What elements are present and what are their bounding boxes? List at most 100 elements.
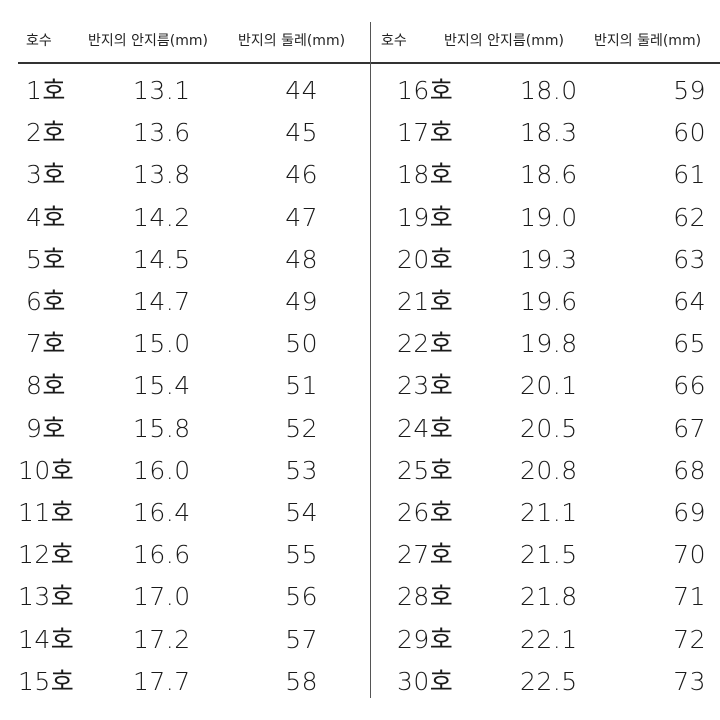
circumference-cell: 65 [673, 329, 706, 359]
table-row: 18호 18.6 61 [371, 155, 720, 195]
diameter-cell: 21.8 [520, 582, 578, 612]
circumference-cell: 58 [285, 666, 318, 696]
circumference-cell: 71 [673, 582, 706, 612]
table-row: 20호 19.3 63 [371, 240, 720, 280]
diameter-cell: 19.6 [520, 287, 578, 316]
ring-size-table-left: 호수 반지의 안지름(mm) 반지의 둘레(mm) 1호 13.1 44 2호 13.6… [0, 33, 370, 696]
circumference-cell: 52 [285, 413, 318, 443]
diameter-cell: 14.5 [133, 244, 191, 274]
table-row: 7호 15.0 50 [0, 324, 370, 364]
table-row: 6호 14.7 49 [0, 282, 370, 322]
circumference-cell: 62 [673, 202, 706, 232]
size-cell: 30호 [397, 666, 454, 696]
table-row: 11호 16.4 54 [0, 493, 370, 533]
table-row: 27호 21.5 70 [371, 535, 720, 575]
diameter-cell: 14.7 [133, 287, 191, 316]
table-row: 22호 19.8 65 [371, 324, 720, 364]
diameter-cell: 13.1 [133, 76, 191, 105]
diameter-cell: 15.0 [133, 329, 191, 359]
size-cell: 13호 [18, 582, 75, 612]
circumference-cell: 54 [285, 498, 318, 527]
size-cell: 6호 [26, 287, 66, 316]
diameter-cell: 13.8 [133, 160, 191, 190]
diameter-cell: 17.0 [133, 582, 191, 612]
table-row: 21호 19.6 64 [371, 282, 720, 322]
diameter-cell: 19.3 [520, 244, 578, 274]
table-row: 1호 13.1 44 [0, 71, 370, 111]
size-cell: 19호 [397, 202, 454, 232]
circumference-cell: 63 [673, 244, 706, 274]
size-cell: 5호 [26, 244, 66, 274]
size-cell: 8호 [26, 371, 66, 401]
circumference-cell: 67 [673, 413, 706, 443]
size-cell: 16호 [397, 76, 454, 105]
size-cell: 17호 [397, 118, 454, 148]
table-row: 5호 14.5 48 [0, 240, 370, 280]
circumference-cell: 66 [673, 371, 706, 401]
size-cell: 28호 [397, 582, 454, 612]
diameter-cell: 15.8 [133, 413, 191, 443]
circumference-cell: 55 [285, 540, 318, 570]
circumference-cell: 53 [285, 455, 318, 485]
diameter-cell: 21.1 [520, 498, 578, 527]
size-cell: 18호 [397, 160, 454, 190]
table-row: 8호 15.4 51 [0, 366, 370, 406]
circumference-cell: 69 [673, 498, 706, 527]
size-cell: 2호 [26, 118, 66, 148]
size-cell: 7호 [26, 329, 66, 359]
diameter-cell: 15.4 [133, 371, 191, 401]
circumference-cell: 44 [285, 76, 318, 105]
circumference-cell: 70 [673, 540, 706, 570]
diameter-cell: 19.8 [520, 329, 578, 359]
size-cell: 27호 [397, 540, 454, 570]
diameter-cell: 17.2 [133, 624, 191, 654]
circumference-cell: 59 [673, 76, 706, 105]
diameter-cell: 19.0 [520, 202, 578, 232]
diameter-cell: 16.0 [133, 455, 191, 485]
circumference-cell: 57 [285, 624, 318, 654]
diameter-cell: 18.3 [520, 118, 578, 148]
table-row: 30호 22.5 73 [371, 662, 720, 702]
size-cell: 11호 [18, 498, 75, 527]
diameter-cell: 18.6 [520, 160, 578, 190]
table-row: 2호 13.6 45 [0, 113, 370, 153]
diameter-cell: 16.4 [133, 498, 191, 527]
table-row: 19호 19.0 62 [371, 198, 720, 238]
table-row: 29호 22.1 72 [371, 620, 720, 660]
size-cell: 9호 [26, 413, 66, 443]
header-size: 호수 [26, 33, 52, 49]
diameter-cell: 17.7 [133, 666, 191, 696]
size-cell: 20호 [397, 244, 454, 274]
header-inner-diameter: 반지의 안지름(mm) [88, 33, 208, 49]
diameter-cell: 21.5 [520, 540, 578, 570]
column-divider [370, 22, 371, 698]
circumference-cell: 68 [673, 455, 706, 485]
diameter-cell: 20.5 [520, 413, 578, 443]
table-row: 23호 20.1 66 [371, 366, 720, 406]
table-row: 12호 16.6 55 [0, 535, 370, 575]
circumference-cell: 48 [285, 244, 318, 274]
size-cell: 15호 [18, 666, 75, 696]
size-cell: 26호 [397, 498, 454, 527]
header-divider [18, 62, 370, 64]
circumference-cell: 72 [673, 624, 706, 654]
table-row: 24호 20.5 67 [371, 409, 720, 449]
size-cell: 14호 [18, 624, 75, 654]
ring-size-table-right: 호수 반지의 안지름(mm) 반지의 둘레(mm) 16호 18.0 59 17호 18… [371, 0, 720, 720]
table-row: 25호 20.8 68 [371, 451, 720, 491]
circumference-cell: 64 [673, 287, 706, 316]
circumference-cell: 73 [673, 666, 706, 696]
size-cell: 3호 [26, 160, 66, 190]
size-cell: 4호 [26, 202, 66, 232]
size-cell: 22호 [397, 329, 454, 359]
circumference-cell: 47 [285, 202, 318, 232]
table-row: 26호 21.1 69 [371, 493, 720, 533]
size-cell: 23호 [397, 371, 454, 401]
circumference-cell: 46 [285, 160, 318, 190]
table-row: 16호 18.0 59 [371, 71, 720, 111]
table-row: 3호 13.8 46 [0, 155, 370, 195]
header-circumference: 반지의 둘레(mm) [594, 33, 702, 49]
table-row: 4호 14.2 47 [0, 198, 370, 238]
size-cell: 10호 [18, 455, 75, 485]
header-size: 호수 [381, 33, 407, 49]
